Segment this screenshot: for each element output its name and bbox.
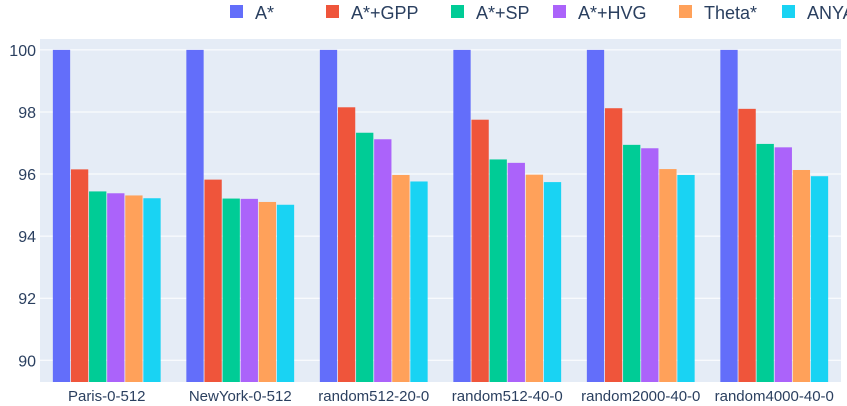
y-tick-label-96: 96 [18, 167, 36, 184]
x-tick-label-Paris-0-512: Paris-0-512 [68, 388, 146, 405]
bar-A*-NewYork-0-512 [186, 49, 204, 382]
bar-ANYA-random4000-40-0 [810, 176, 829, 382]
bar-Theta*-random4000-40-0 [792, 169, 811, 382]
bar-A*+HVG-random2000-40-0 [641, 148, 659, 382]
bar-A*-random512-20-0 [319, 49, 338, 382]
bar-ANYA-Paris-0-512 [143, 198, 161, 382]
y-tick-label-98: 98 [18, 105, 36, 122]
legend-swatch-A*+GPP[interactable] [326, 5, 339, 18]
bar-Theta*-NewYork-0-512 [258, 201, 277, 382]
x-tick-label-random4000-40-0: random4000-40-0 [715, 388, 834, 405]
legend-label-A*+SP[interactable]: A*+SP [476, 3, 530, 23]
y-tick-label-90: 90 [18, 353, 36, 370]
bar-A*+SP-random512-20-0 [356, 132, 374, 382]
bar-A*-random2000-40-0 [586, 49, 605, 382]
bar-A*+HVG-NewYork-0-512 [240, 198, 258, 382]
x-tick-label-random512-40-0: random512-40-0 [452, 388, 563, 405]
bar-A*+GPP-NewYork-0-512 [204, 179, 222, 382]
bar-A*+SP-NewYork-0-512 [222, 198, 240, 382]
bar-A*-Paris-0-512 [52, 49, 71, 382]
bar-Theta*-random2000-40-0 [659, 169, 677, 382]
legend-swatch-ANYA[interactable] [782, 5, 795, 18]
bar-A*+HVG-random512-20-0 [374, 139, 392, 382]
bar-ANYA-random512-20-0 [410, 181, 428, 382]
bar-A*+GPP-random512-40-0 [471, 119, 489, 383]
y-tick-label-100: 100 [9, 43, 36, 60]
bar-A*-random512-40-0 [453, 49, 471, 382]
legend-swatch-A*+SP[interactable] [451, 5, 464, 18]
legend-swatch-A*[interactable] [230, 5, 243, 18]
bar-A*+HVG-Paris-0-512 [107, 193, 125, 382]
bar-A*+HVG-random512-40-0 [507, 162, 525, 382]
bar-Theta*-Paris-0-512 [125, 195, 143, 382]
legend-label-A*+HVG[interactable]: A*+HVG [578, 3, 647, 23]
legend: A* A*+GPP A*+SP A*+HVG Theta* ANYA [230, 3, 847, 23]
legend-label-A*+GPP[interactable]: A*+GPP [351, 3, 419, 23]
bar-ANYA-random512-40-0 [543, 182, 562, 382]
bar-ANYA-random2000-40-0 [677, 174, 695, 382]
bar-A*+HVG-random4000-40-0 [774, 147, 792, 382]
bar-A*+SP-random512-40-0 [489, 159, 507, 382]
x-tick-label-random2000-40-0: random2000-40-0 [581, 388, 700, 405]
bar-A*+GPP-random2000-40-0 [604, 108, 623, 382]
bar-A*+SP-random2000-40-0 [623, 144, 641, 382]
legend-swatch-Theta*[interactable] [679, 5, 692, 18]
bar-A*+SP-random4000-40-0 [756, 143, 774, 382]
bar-A*+GPP-random4000-40-0 [738, 108, 756, 383]
x-tick-label-random512-20-0: random512-20-0 [318, 388, 429, 405]
legend-label-A*[interactable]: A* [255, 3, 274, 23]
bar-A*+GPP-Paris-0-512 [70, 169, 89, 382]
y-tick-label-94: 94 [18, 229, 36, 246]
bar-ANYA-NewYork-0-512 [276, 204, 295, 382]
bar-A*-random4000-40-0 [720, 49, 738, 382]
bar-A*+SP-Paris-0-512 [89, 191, 107, 382]
bar-Theta*-random512-40-0 [525, 174, 544, 382]
x-tick-label-NewYork-0-512: NewYork-0-512 [189, 388, 292, 405]
bar-Theta*-random512-20-0 [392, 174, 410, 382]
legend-label-Theta*[interactable]: Theta* [704, 3, 757, 23]
plot-area [40, 39, 841, 382]
legend-swatch-A*+HVG[interactable] [553, 5, 566, 18]
bar-A*+GPP-random512-20-0 [337, 107, 356, 383]
y-tick-label-92: 92 [18, 291, 36, 308]
legend-label-ANYA[interactable]: ANYA [807, 3, 847, 23]
